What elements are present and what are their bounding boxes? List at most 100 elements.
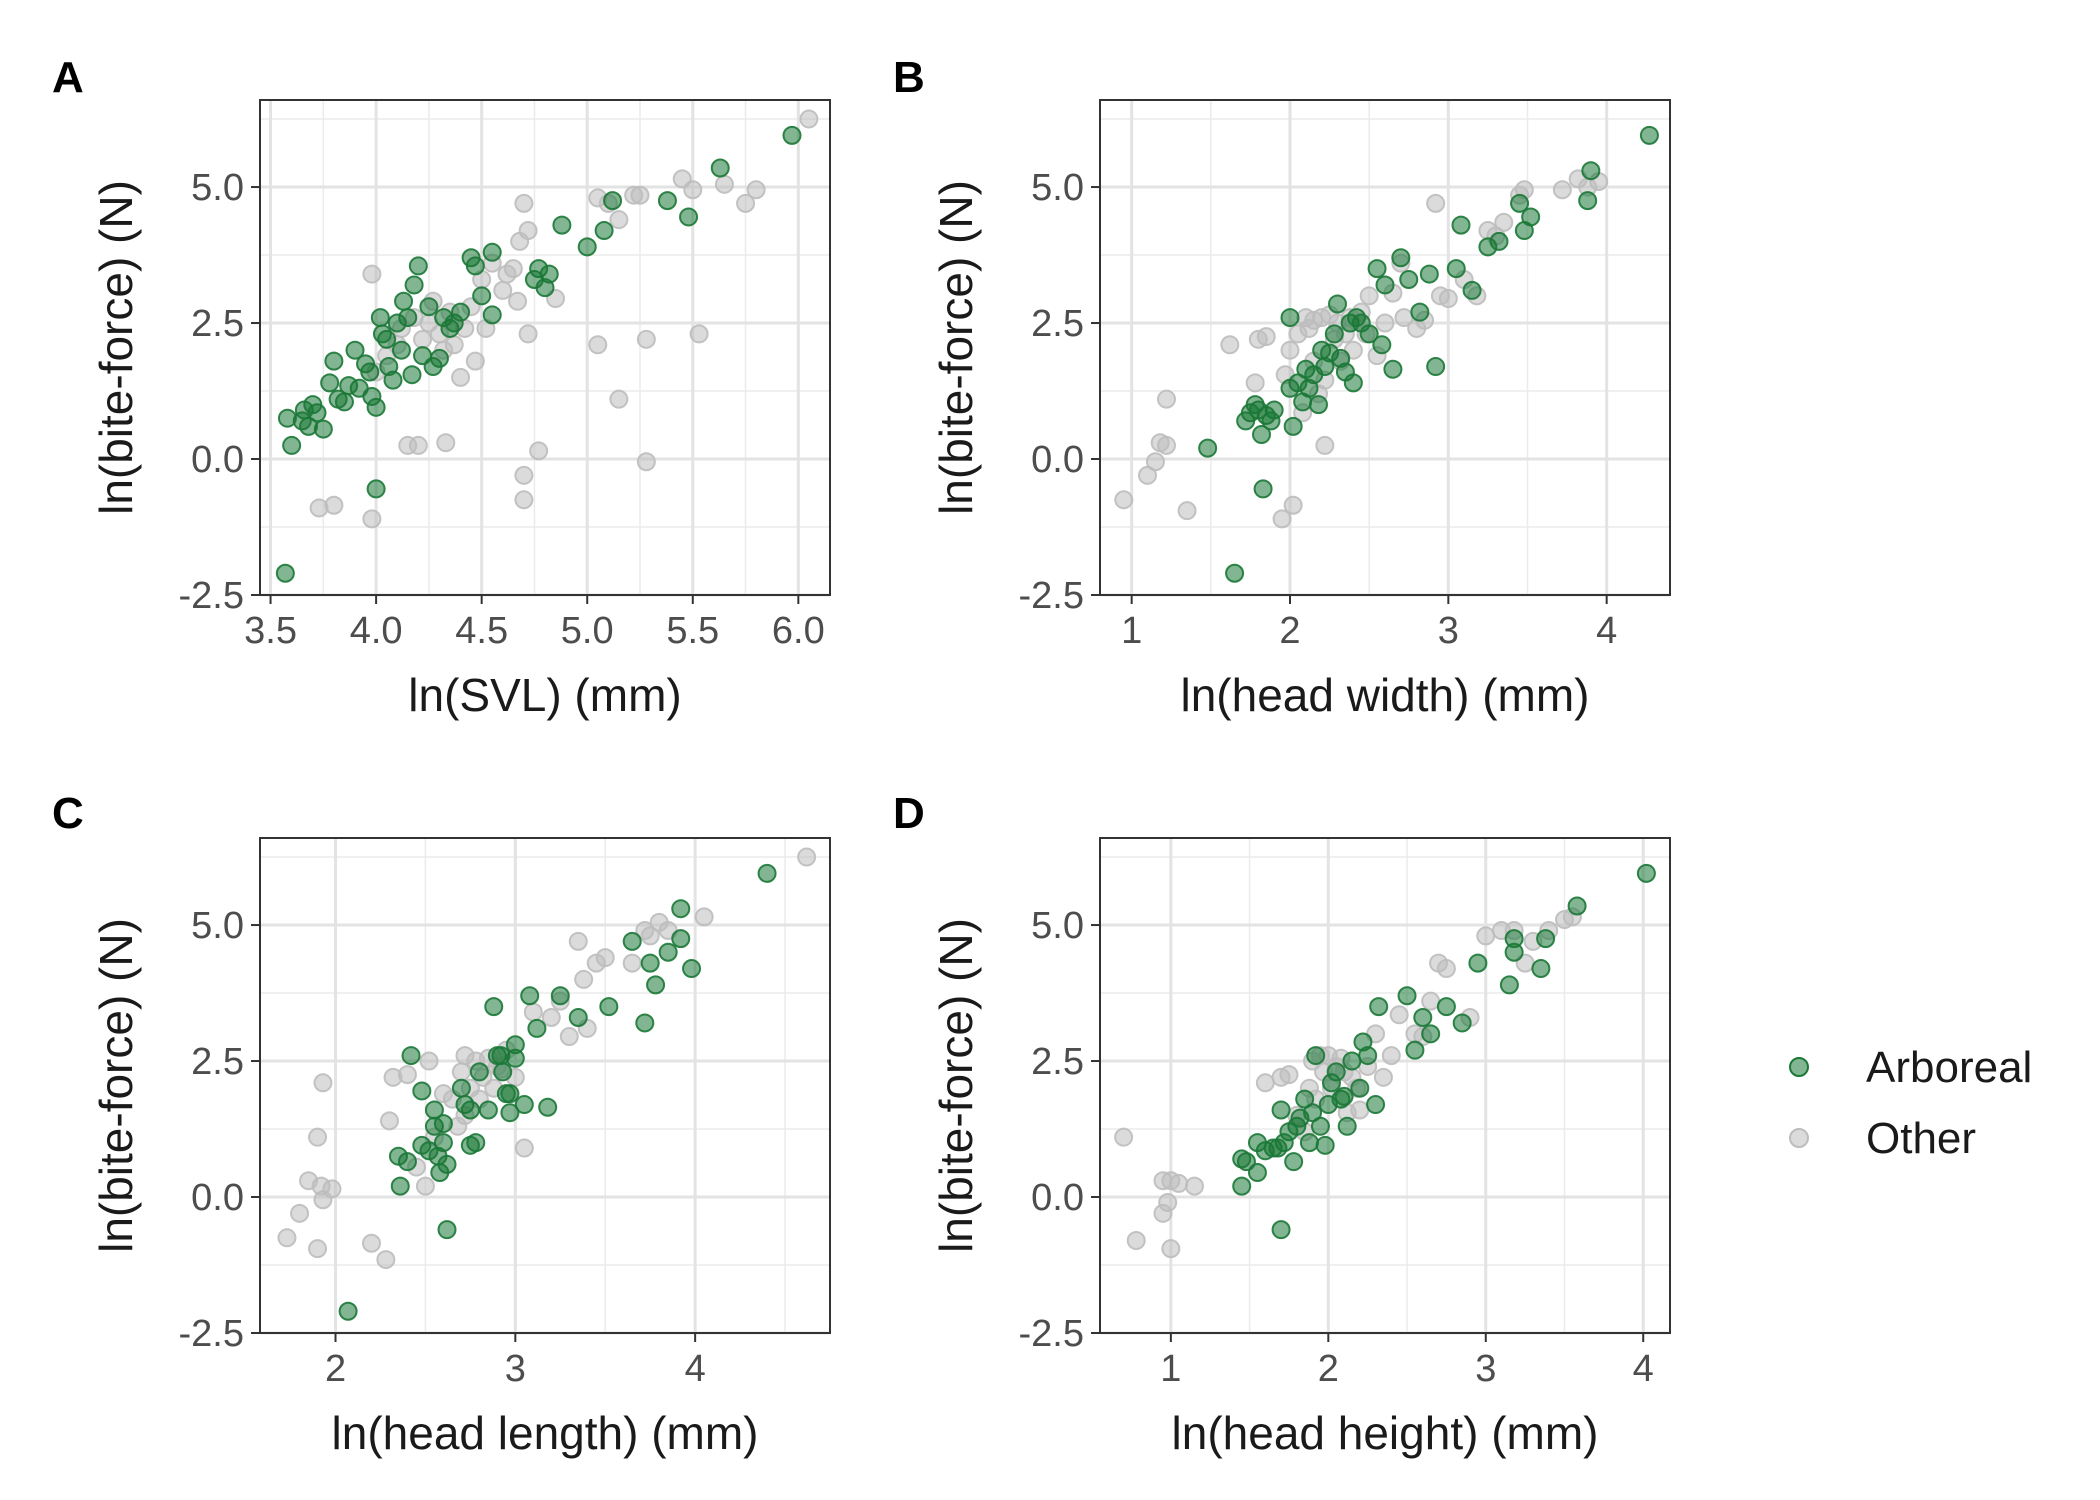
point-arboreal: [282, 435, 302, 455]
point-arboreal: [1198, 438, 1218, 458]
point-other: [799, 109, 819, 129]
x-tick-label: 4: [685, 1348, 706, 1390]
point-other: [683, 180, 703, 200]
point-arboreal: [394, 291, 414, 311]
plot-border: [1099, 99, 1671, 596]
point-arboreal: [1334, 1086, 1354, 1106]
point-arboreal: [782, 125, 802, 145]
point-arboreal: [500, 1103, 520, 1123]
point-arboreal: [568, 1008, 588, 1028]
point-other: [1184, 1176, 1204, 1196]
point-other: [640, 926, 660, 946]
point-other: [362, 264, 382, 284]
point-other: [1552, 180, 1572, 200]
point-arboreal: [324, 351, 344, 371]
x-tick-label: 2: [325, 1348, 346, 1390]
point-arboreal: [1636, 863, 1656, 883]
point-other: [308, 1239, 328, 1259]
point-other: [1161, 1239, 1181, 1259]
point-other: [1279, 1065, 1299, 1085]
point-arboreal: [1271, 1100, 1291, 1120]
point-arboreal: [345, 340, 365, 360]
point-other: [1114, 1127, 1134, 1147]
x-tick-label: 3.5: [244, 610, 297, 652]
point-arboreal: [1504, 942, 1524, 962]
point-arboreal: [307, 403, 327, 423]
point-other: [1436, 959, 1456, 979]
x-tick-label: 4.0: [350, 610, 403, 652]
point-arboreal: [1499, 975, 1519, 995]
point-other: [493, 280, 513, 300]
y-tick-label: 5.0: [191, 905, 244, 947]
point-arboreal: [397, 1152, 417, 1172]
point-arboreal: [433, 1133, 453, 1153]
point-other: [362, 509, 382, 529]
point-arboreal: [646, 975, 666, 995]
point-arboreal: [1383, 359, 1403, 379]
x-tick-label: 1: [1121, 610, 1142, 652]
x-tick-label: 1: [1160, 1348, 1181, 1390]
panels: 3.5 4.0 4.5 5.0 5.5 6.0 -2.5 0.0 2.5 5.0 ln(SVL) (…: [52, 53, 1671, 1459]
point-arboreal: [1342, 1051, 1362, 1071]
legend-key-arboreal: [1789, 1057, 1809, 1077]
point-arboreal: [1359, 324, 1379, 344]
y-tick-label: 0.0: [1031, 1177, 1084, 1219]
point-arboreal: [1232, 1176, 1252, 1196]
point-other: [636, 452, 656, 472]
y-tick-label: 2.5: [191, 1041, 244, 1083]
point-arboreal: [313, 419, 333, 439]
point-other: [1421, 991, 1441, 1011]
point-arboreal: [465, 256, 485, 276]
point-arboreal: [1366, 1095, 1386, 1115]
plot-area: [260, 838, 830, 1333]
point-other: [574, 969, 594, 989]
x-tick-label: 4: [1633, 1348, 1654, 1390]
x-tick-label: 5.0: [561, 610, 614, 652]
point-other: [322, 1179, 342, 1199]
point-other: [636, 329, 656, 349]
point-arboreal: [1326, 1062, 1346, 1082]
point-arboreal: [402, 365, 422, 385]
point-arboreal: [1578, 191, 1598, 211]
point-arboreal: [482, 242, 502, 262]
y-tick-label: 5.0: [191, 167, 244, 209]
point-arboreal: [433, 1114, 453, 1134]
point-arboreal: [1399, 270, 1419, 290]
y-tick-label: -2.5: [1019, 575, 1084, 617]
point-arboreal: [1391, 248, 1411, 268]
legend-label-other: Other: [1866, 1114, 1976, 1163]
point-other: [1283, 495, 1303, 515]
point-arboreal: [1309, 395, 1328, 415]
point-arboreal: [412, 1081, 432, 1101]
point-arboreal: [514, 1095, 534, 1115]
point-arboreal: [757, 863, 777, 883]
point-arboreal: [1299, 1133, 1319, 1153]
y-tick-label: -2.5: [179, 1313, 244, 1355]
point-arboreal: [1306, 1046, 1326, 1066]
point-other: [714, 174, 734, 194]
legend: Arboreal Other: [1789, 1043, 2032, 1163]
point-other: [630, 185, 650, 205]
point-other: [361, 1233, 381, 1253]
point-other: [514, 1138, 534, 1158]
point-arboreal: [360, 362, 380, 382]
x-tick-label: 2: [1318, 1348, 1339, 1390]
point-other: [1359, 286, 1379, 306]
x-tick-label: 3: [505, 1348, 526, 1390]
point-other: [1373, 1067, 1393, 1087]
point-other: [518, 221, 538, 241]
point-other: [595, 948, 615, 968]
point-arboreal: [1284, 1152, 1304, 1172]
point-arboreal: [320, 373, 340, 393]
point-arboreal: [1369, 997, 1389, 1017]
point-other: [1375, 313, 1395, 333]
x-tick-label: 4.5: [455, 610, 508, 652]
y-tick-label: 5.0: [1031, 167, 1084, 209]
point-arboreal: [424, 1100, 444, 1120]
point-arboreal: [552, 215, 572, 235]
point-other: [1255, 1073, 1275, 1093]
point-other: [1157, 435, 1176, 455]
x-tick-label: 6.0: [772, 610, 825, 652]
point-arboreal: [1247, 1163, 1267, 1183]
